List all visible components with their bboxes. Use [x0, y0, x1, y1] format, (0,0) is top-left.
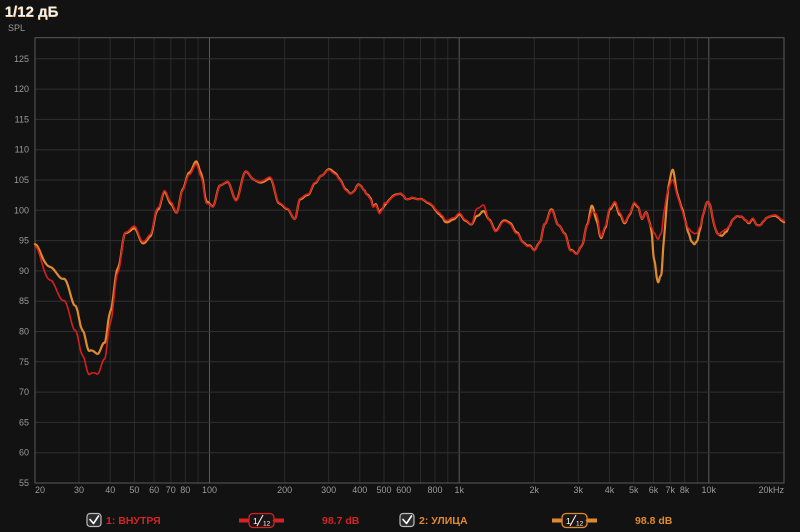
svg-text:400: 400: [352, 485, 367, 495]
svg-text:90: 90: [19, 266, 29, 276]
svg-text:20: 20: [35, 485, 45, 495]
svg-text:1/12 дБ: 1/12 дБ: [5, 4, 59, 21]
svg-text:40: 40: [105, 485, 115, 495]
svg-text:65: 65: [19, 417, 29, 427]
svg-text:600: 600: [396, 485, 411, 495]
svg-text:12: 12: [263, 521, 271, 528]
svg-text:110: 110: [15, 145, 29, 155]
svg-text:98.8 dB: 98.8 dB: [635, 515, 673, 527]
svg-text:30: 30: [74, 485, 84, 495]
svg-text:6k: 6k: [649, 485, 659, 495]
svg-text:7k: 7k: [665, 485, 675, 495]
svg-text:8k: 8k: [680, 485, 690, 495]
svg-text:125: 125: [14, 54, 29, 64]
svg-text:60: 60: [149, 485, 159, 495]
svg-text:200: 200: [277, 485, 292, 495]
svg-text:50: 50: [129, 485, 139, 495]
svg-text:80: 80: [180, 485, 190, 495]
svg-text:1k: 1k: [454, 485, 464, 495]
svg-text:115: 115: [15, 114, 29, 124]
svg-text:105: 105: [14, 175, 29, 185]
svg-text:500: 500: [376, 485, 391, 495]
svg-text:20kHz: 20kHz: [758, 485, 784, 495]
svg-text:800: 800: [427, 485, 442, 495]
svg-text:5k: 5k: [629, 485, 639, 495]
svg-text:2: УЛИЦА: 2: УЛИЦА: [419, 515, 468, 527]
svg-text:98.7 dB: 98.7 dB: [322, 515, 360, 527]
svg-text:4k: 4k: [605, 485, 615, 495]
svg-text:1: ВНУТРЯ: 1: ВНУТРЯ: [106, 515, 161, 527]
svg-text:3k: 3k: [574, 485, 584, 495]
svg-text:12: 12: [576, 521, 584, 528]
svg-text:100: 100: [202, 485, 217, 495]
svg-text:2k: 2k: [530, 485, 540, 495]
svg-text:120: 120: [14, 84, 29, 94]
svg-text:SPL: SPL: [8, 23, 25, 33]
svg-text:300: 300: [321, 485, 336, 495]
svg-text:95: 95: [19, 236, 29, 246]
svg-text:100: 100: [14, 205, 29, 215]
svg-text:60: 60: [19, 448, 29, 458]
svg-text:70: 70: [166, 485, 176, 495]
svg-text:10k: 10k: [702, 485, 717, 495]
svg-text:70: 70: [19, 387, 29, 397]
svg-text:55: 55: [19, 478, 29, 488]
svg-text:75: 75: [19, 357, 29, 367]
svg-text:80: 80: [19, 327, 29, 337]
svg-text:85: 85: [19, 296, 29, 306]
